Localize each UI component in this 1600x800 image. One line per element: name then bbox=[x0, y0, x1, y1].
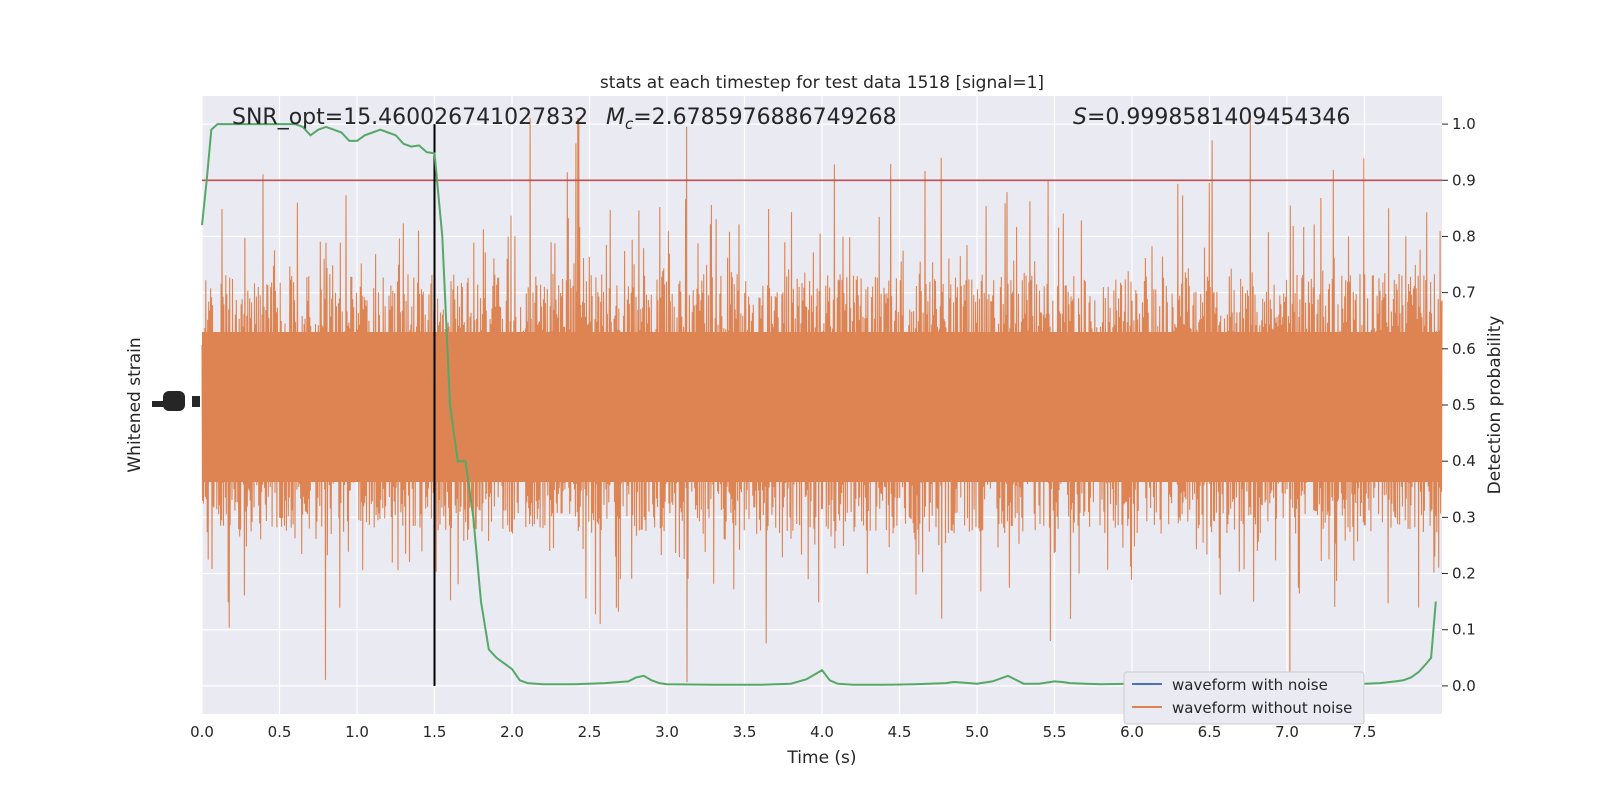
right-tick-label: 0.9 bbox=[1452, 171, 1476, 189]
chirp-mass-subscript: c bbox=[625, 115, 634, 133]
x-tick-label: 5.5 bbox=[1043, 723, 1067, 741]
overlay-layer bbox=[201, 123, 1442, 686]
right-tick-label: 1.0 bbox=[1452, 115, 1476, 133]
right-tick-label: 0.1 bbox=[1452, 621, 1476, 639]
right-tick-label: 0.7 bbox=[1452, 284, 1476, 302]
left-axis-tick-cluster bbox=[152, 391, 200, 411]
score-value: =0.9998581409454346 bbox=[1087, 105, 1350, 130]
x-tick-label: 0.5 bbox=[268, 723, 292, 741]
x-tick-label: 5.0 bbox=[965, 723, 989, 741]
right-tick-label: 0.3 bbox=[1452, 508, 1476, 526]
x-tick-label: 3.5 bbox=[733, 723, 757, 741]
detection-probability-line bbox=[201, 123, 1437, 686]
score-symbol: S bbox=[1073, 105, 1087, 130]
strain-series-without-noise bbox=[201, 117, 1443, 689]
chirp-mass-annotation: Mc=2.6785976886749268 bbox=[606, 105, 897, 133]
chirp-mass-value: =2.6785976886749268 bbox=[633, 105, 896, 130]
x-tick-label: 1.5 bbox=[423, 723, 447, 741]
right-tick-label: 0.8 bbox=[1452, 227, 1476, 245]
tick-layer: 0.0 0.5 1.0 1.5 2.0 2.5 3.0 3.5 4.0 4.5 5.0 5.5 6.0 6… bbox=[190, 115, 1476, 741]
x-tick-label: 2.0 bbox=[500, 723, 524, 741]
right-tick-label: 0.0 bbox=[1452, 677, 1476, 695]
x-tick-label: 7.0 bbox=[1275, 723, 1299, 741]
score-annotation: S=0.9998581409454346 bbox=[1073, 105, 1350, 130]
x-tick-label: 4.0 bbox=[810, 723, 834, 741]
right-tick-label: 0.4 bbox=[1452, 452, 1476, 470]
snr-annotation: SNR_opt=15.460026741027832 bbox=[232, 105, 588, 130]
right-tick-label: 0.6 bbox=[1452, 340, 1476, 358]
x-tick-label: 0.0 bbox=[190, 723, 214, 741]
strain-trace-dense-band bbox=[202, 332, 1442, 482]
legend-label-with-noise: waveform with noise bbox=[1172, 676, 1328, 694]
x-tick-label: 3.0 bbox=[655, 723, 679, 741]
x-tick-label: 4.5 bbox=[888, 723, 912, 741]
x-axis-label: Time (s) bbox=[786, 748, 856, 768]
legend-box bbox=[1123, 671, 1365, 725]
left-axis-label: Whitened strain bbox=[125, 337, 145, 472]
right-axis-label: Detection probability bbox=[1485, 316, 1505, 495]
x-tick-label: 1.0 bbox=[345, 723, 369, 741]
legend: waveform with noise waveform without noi… bbox=[1123, 671, 1365, 725]
chirp-mass-symbol: M bbox=[606, 105, 625, 130]
x-tick-label: 6.0 bbox=[1120, 723, 1144, 741]
x-tick-label: 6.5 bbox=[1198, 723, 1222, 741]
x-tick-label: 2.5 bbox=[578, 723, 602, 741]
x-tick-label: 7.5 bbox=[1353, 723, 1377, 741]
right-tick-label: 0.5 bbox=[1452, 396, 1476, 414]
right-tick-label: 0.2 bbox=[1452, 565, 1476, 583]
legend-label-without-noise: waveform without noise bbox=[1172, 699, 1352, 717]
chart-title: stats at each timestep for test data 151… bbox=[600, 73, 1044, 93]
